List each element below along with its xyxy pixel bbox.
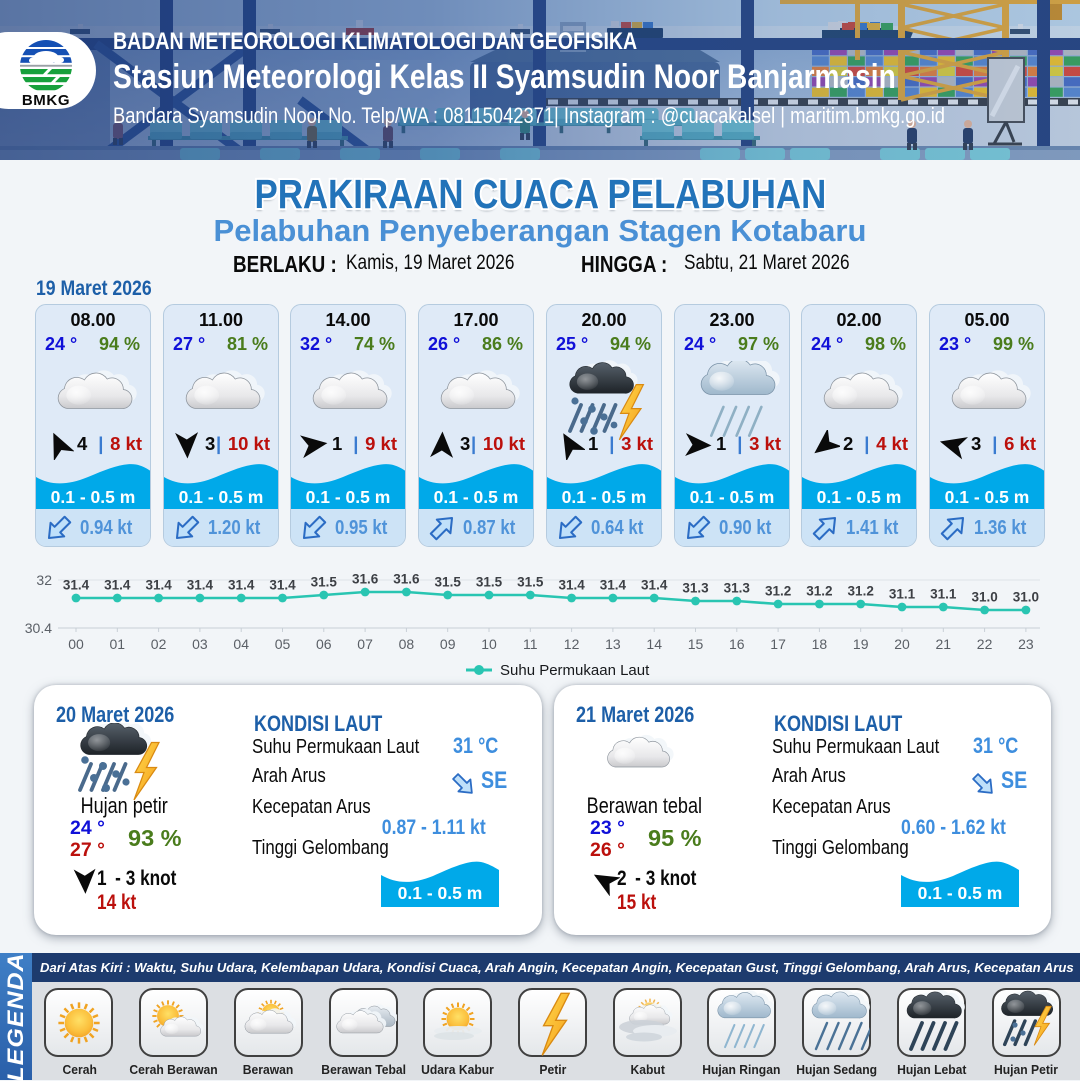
svg-text:31.4: 31.4 [269, 578, 296, 593]
svg-text:31.4: 31.4 [228, 578, 255, 593]
svg-text:31.4: 31.4 [558, 578, 585, 593]
svg-text:31.4: 31.4 [145, 578, 172, 593]
svg-text:32: 32 [36, 572, 52, 588]
svg-text:14: 14 [646, 636, 662, 652]
svg-text:21: 21 [936, 636, 952, 652]
svg-text:31.0: 31.0 [1013, 590, 1039, 605]
svg-text:31.2: 31.2 [765, 584, 791, 599]
svg-text:17: 17 [770, 636, 786, 652]
svg-text:12: 12 [564, 636, 580, 652]
svg-text:31.1: 31.1 [889, 587, 916, 602]
svg-text:31.4: 31.4 [187, 578, 214, 593]
svg-text:10: 10 [481, 636, 497, 652]
svg-text:31.1: 31.1 [930, 587, 957, 602]
svg-text:31.0: 31.0 [971, 590, 997, 605]
svg-text:22: 22 [977, 636, 993, 652]
svg-text:06: 06 [316, 636, 332, 652]
svg-text:01: 01 [110, 636, 126, 652]
svg-text:19: 19 [853, 636, 869, 652]
svg-text:16: 16 [729, 636, 745, 652]
svg-text:02: 02 [151, 636, 167, 652]
svg-text:07: 07 [357, 636, 373, 652]
svg-text:31.5: 31.5 [435, 575, 462, 590]
svg-text:31.3: 31.3 [724, 581, 751, 596]
svg-text:30.4: 30.4 [25, 620, 52, 636]
svg-text:20: 20 [894, 636, 910, 652]
svg-text:08: 08 [399, 636, 415, 652]
svg-text:11: 11 [523, 636, 538, 652]
svg-text:31.4: 31.4 [600, 578, 627, 593]
svg-text:31.2: 31.2 [806, 584, 832, 599]
svg-text:05: 05 [275, 636, 291, 652]
svg-text:31.3: 31.3 [682, 581, 709, 596]
svg-text:31.6: 31.6 [393, 572, 420, 587]
svg-text:03: 03 [192, 636, 208, 652]
svg-text:Suhu Permukaan Laut: Suhu Permukaan Laut [500, 662, 650, 679]
svg-text:13: 13 [605, 636, 621, 652]
svg-text:31.6: 31.6 [352, 572, 379, 587]
svg-text:31.5: 31.5 [311, 575, 338, 590]
svg-text:BMKG: BMKG [22, 92, 70, 109]
svg-text:31.5: 31.5 [476, 575, 503, 590]
svg-text:31.4: 31.4 [63, 578, 90, 593]
svg-text:09: 09 [440, 636, 456, 652]
svg-text:18: 18 [812, 636, 828, 652]
svg-text:23: 23 [1018, 636, 1034, 652]
svg-text:15: 15 [688, 636, 704, 652]
svg-text:00: 00 [68, 636, 84, 652]
svg-text:31.4: 31.4 [104, 578, 131, 593]
svg-text:04: 04 [233, 636, 249, 652]
svg-text:31.2: 31.2 [848, 584, 874, 599]
svg-text:31.4: 31.4 [641, 578, 668, 593]
svg-text:31.5: 31.5 [517, 575, 544, 590]
